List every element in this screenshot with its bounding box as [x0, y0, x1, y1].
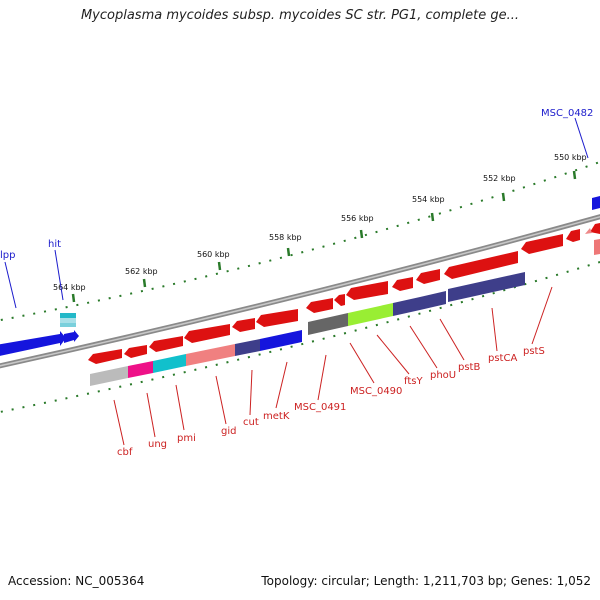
gene-ftsY[interactable] [392, 277, 413, 291]
gene-hit[interactable] [64, 330, 79, 343]
label-gid[interactable]: gid [221, 426, 236, 437]
label-MSC_0482[interactable]: MSC_0482 [541, 108, 593, 119]
gene-gid[interactable] [184, 324, 230, 343]
gene-pstCA[interactable] [521, 234, 563, 254]
label-pstB[interactable]: pstB [458, 362, 480, 373]
gene-hit-product [60, 313, 76, 318]
forward-genes[interactable] [0, 196, 600, 358]
kbp-label-556: 556 kbp [341, 214, 374, 223]
gene-cut[interactable] [232, 318, 255, 332]
kbp-label-554: 554 kbp [412, 195, 445, 204]
kbp-label-564: 564 kbp [53, 283, 86, 292]
reverse-genes[interactable] [88, 223, 600, 364]
kbp-label-560: 560 kbp [197, 250, 230, 259]
gene-labels: MSC_0482 lpp hit cbf ung pmi gid cut met… [0, 108, 593, 458]
gene-MSC_0482[interactable] [592, 196, 600, 210]
gene-cbf[interactable] [88, 349, 122, 364]
label-metK[interactable]: metK [263, 411, 290, 422]
outer-tick-ring [0, 161, 600, 322]
gene-MSC_0491[interactable] [306, 298, 333, 313]
kbp-label-558: 558 kbp [269, 233, 302, 242]
gene-pstS[interactable] [566, 229, 580, 242]
gene-pstB[interactable] [444, 251, 518, 279]
gene-phoU[interactable] [416, 269, 440, 284]
product-row [90, 239, 600, 386]
label-ftsY[interactable]: ftsY [404, 376, 423, 387]
accession-text: Accession: NC_005364 [8, 574, 145, 588]
label-pstS[interactable]: pstS [523, 346, 545, 357]
gene-ung[interactable] [124, 345, 147, 358]
label-cut[interactable]: cut [243, 417, 259, 428]
label-pstCA[interactable]: pstCA [488, 353, 517, 364]
kbp-label-562: 562 kbp [125, 267, 158, 276]
leader-lines [4, 117, 589, 446]
major-ticks [71, 170, 577, 303]
label-pmi[interactable]: pmi [177, 433, 196, 444]
kbp-labels: 550 kbp 552 kbp 554 kbp 556 kbp 558 kbp … [53, 153, 587, 292]
label-ung[interactable]: ung [148, 439, 167, 450]
gene-metK[interactable] [256, 309, 298, 327]
gene-lpp[interactable] [0, 331, 66, 358]
label-MSC_0490[interactable]: MSC_0490 [350, 386, 402, 397]
label-hit[interactable]: hit [48, 239, 61, 250]
kbp-label-552: 552 kbp [483, 174, 516, 183]
gene-pmi[interactable] [149, 336, 183, 352]
gene-MSC_0490[interactable] [346, 281, 388, 300]
inner-tick-ring [0, 261, 600, 414]
label-MSC_0491[interactable]: MSC_0491 [294, 402, 346, 413]
topology-summary: Topology: circular; Length: 1,211,703 bp… [261, 574, 591, 588]
kbp-label-550: 550 kbp [554, 153, 587, 162]
label-cbf[interactable]: cbf [117, 447, 133, 458]
label-phoU[interactable]: phoU [430, 370, 456, 381]
map-title: Mycoplasma mycoides subsp. mycoides SC s… [80, 8, 520, 23]
label-lpp[interactable]: lpp [0, 250, 15, 261]
